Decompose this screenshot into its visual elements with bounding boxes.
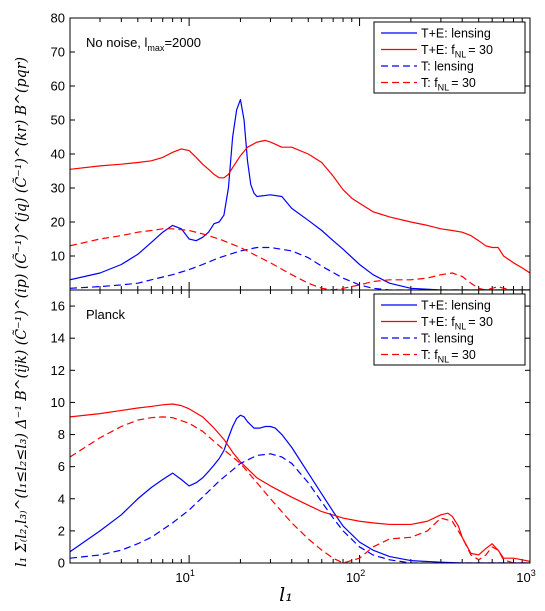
series-line-3 bbox=[70, 453, 530, 563]
y-tick-label: 14 bbox=[51, 331, 65, 346]
y-tick-label: 0 bbox=[58, 556, 65, 571]
legend-label: T: lensing bbox=[421, 332, 474, 346]
legend-label: T: lensing bbox=[421, 60, 474, 74]
y-tick-label: 4 bbox=[58, 491, 65, 506]
legend-label: T+E: fNL = 30 bbox=[421, 315, 493, 332]
y-tick-label: 16 bbox=[51, 299, 65, 314]
series-line-3 bbox=[70, 246, 530, 290]
legend-label: T+E: lensing bbox=[421, 27, 491, 41]
y-tick-label: 12 bbox=[51, 363, 65, 378]
ticks: 0 2 4 6 8 10 12 14 16 bbox=[51, 290, 531, 571]
panel-annotation: Planck bbox=[86, 307, 126, 322]
panel-annotation: No noise, lmax=2000 bbox=[86, 35, 201, 53]
y-tick-label: 10 bbox=[51, 395, 65, 410]
x-tick-label: 102 bbox=[346, 568, 365, 585]
series-line-1 bbox=[70, 414, 530, 563]
legend: T+E: lensing T+E: fNL = 30T: lensing T: fNL… bbox=[373, 293, 526, 366]
y-tick-label: 6 bbox=[58, 459, 65, 474]
series-line-1 bbox=[70, 98, 530, 290]
series-line-2 bbox=[70, 139, 530, 274]
y-tick-label: 70 bbox=[51, 45, 65, 60]
y-tick-label: 30 bbox=[51, 181, 65, 196]
legend-label: T+E: fNL = 30 bbox=[421, 43, 493, 60]
y-axis-label: l₁ Σ₍l₂,l₃₎^(l₁≤l₂≤l₃) Δ⁻¹ B^(ijk) (C̃⁻¹… bbox=[12, 57, 30, 567]
legend-label: T+E: lensing bbox=[421, 299, 491, 313]
x-tick-label: 103 bbox=[516, 568, 535, 585]
legend-label: T: fNL = 30 bbox=[421, 348, 476, 365]
series-line-4 bbox=[70, 416, 530, 563]
y-tick-label: 60 bbox=[51, 79, 65, 94]
y-tick-label: 20 bbox=[51, 215, 65, 230]
series-group bbox=[70, 403, 530, 563]
x-axis-label: l₁ bbox=[279, 584, 293, 606]
legend-label: T: fNL = 30 bbox=[421, 76, 476, 93]
series-line-4 bbox=[70, 228, 530, 290]
series-group bbox=[70, 98, 530, 290]
y-tick-label: 8 bbox=[58, 427, 65, 442]
y-tick-label: 80 bbox=[51, 11, 65, 26]
y-tick-label: 50 bbox=[51, 113, 65, 128]
y-tick-label: 2 bbox=[58, 523, 65, 538]
series-line-2 bbox=[70, 403, 530, 562]
legend-box bbox=[373, 21, 526, 94]
legend-box bbox=[373, 293, 526, 366]
legend: T+E: lensing T+E: fNL = 30T: lensing T: fNL… bbox=[373, 21, 526, 94]
axes-frame bbox=[69, 289, 531, 564]
y-tick-label: 10 bbox=[51, 249, 65, 264]
y-tick-label: 40 bbox=[51, 147, 65, 162]
panel-2: 0 2 4 6 8 10 12 14 16 Planck T+E: lensing T+E: fNL =… bbox=[51, 289, 531, 571]
x-tick-label: 101 bbox=[175, 568, 194, 585]
panel-1: 10 20 30 40 50 60 70 80 No noise, lmax=2000 T+E: … bbox=[51, 11, 531, 291]
ticks: 10 20 30 40 50 60 70 80 bbox=[51, 11, 531, 291]
